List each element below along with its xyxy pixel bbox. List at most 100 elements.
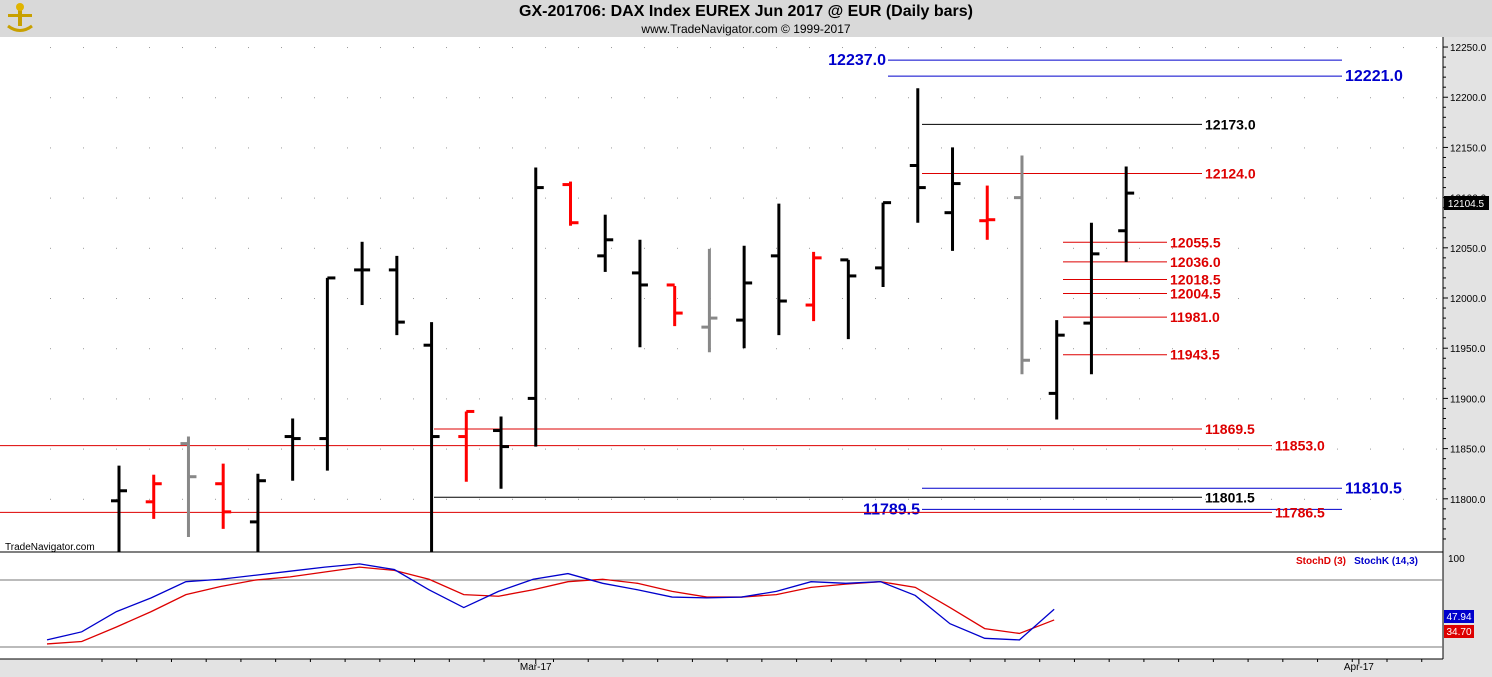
grid-dot (83, 197, 84, 199)
grid-dot (479, 47, 480, 49)
level-label: 11789.5 (863, 501, 920, 518)
grid-dot (611, 348, 612, 350)
grid-dot (941, 47, 942, 49)
grid-dot (149, 147, 150, 149)
grid-dot (578, 247, 579, 249)
level-label: 12036.0 (1170, 254, 1221, 270)
grid-dot (215, 498, 216, 500)
grid-dot (578, 448, 579, 450)
grid-dot (281, 398, 282, 400)
level-label: 12004.5 (1170, 285, 1221, 301)
level-label: 11853.0 (1275, 438, 1325, 454)
grid-dot (446, 498, 447, 500)
grid-dot (347, 348, 348, 350)
grid-dot (347, 197, 348, 199)
grid-dot (941, 197, 942, 199)
grid-dot (512, 298, 513, 300)
grid-dot (380, 97, 381, 99)
grid-dot (479, 97, 480, 99)
grid-dot (50, 197, 51, 199)
ohlc-bar (1013, 155, 1030, 375)
ohlc-bars (111, 88, 1135, 552)
grid-dot (1271, 398, 1272, 400)
grid-dot (512, 448, 513, 450)
grid-dot (380, 147, 381, 149)
grid-dot (710, 147, 711, 149)
grid-dot (347, 398, 348, 400)
grid-dot (512, 47, 513, 49)
grid-dot (1370, 147, 1371, 149)
grid-dot (1370, 247, 1371, 249)
grid-dot (1370, 97, 1371, 99)
grid-dot (809, 197, 810, 199)
grid-dot (875, 498, 876, 500)
grid-dot (512, 498, 513, 500)
grid-dot (974, 97, 975, 99)
grid-dot (1403, 247, 1404, 249)
grid-dot (1205, 448, 1206, 450)
grid-dot (743, 498, 744, 500)
grid-dot (611, 398, 612, 400)
grid-dot (644, 398, 645, 400)
grid-dot (842, 348, 843, 350)
ohlc-bar (180, 436, 197, 537)
grid-dot (1172, 47, 1173, 49)
grid-dot (1403, 97, 1404, 99)
grid-dot (314, 298, 315, 300)
grid-dot (1436, 298, 1437, 300)
grid-dot (677, 448, 678, 450)
ohlc-bar (1048, 320, 1065, 420)
grid-dot (1172, 147, 1173, 149)
grid-dot (1403, 197, 1404, 199)
grid-dot (1403, 398, 1404, 400)
grid-dot (809, 498, 810, 500)
grid-dot (809, 147, 810, 149)
grid-dot (182, 298, 183, 300)
grid-dot (182, 47, 183, 49)
grid-dot (149, 398, 150, 400)
grid-dot (1073, 97, 1074, 99)
level-label: 11786.5 (1275, 504, 1325, 520)
grid-dot (50, 97, 51, 99)
grid-dot (644, 348, 645, 350)
ohlc-bar (354, 241, 371, 306)
grid-dot (479, 348, 480, 350)
grid-dot (1337, 47, 1338, 49)
grid-dot (974, 147, 975, 149)
grid-dot (1238, 97, 1239, 99)
grid-dot (611, 147, 612, 149)
grid-dot (941, 448, 942, 450)
grid-dot (677, 97, 678, 99)
chart-title: GX-201706: DAX Index EUREX Jun 2017 @ EU… (519, 3, 973, 20)
grid-dot (743, 398, 744, 400)
grid-dot (875, 348, 876, 350)
grid-dot (545, 197, 546, 199)
grid-dot (149, 448, 150, 450)
grid-dot (1205, 247, 1206, 249)
dot-grid (50, 47, 1437, 500)
grid-dot (446, 348, 447, 350)
grid-dot (908, 298, 909, 300)
plot-background (0, 37, 1443, 659)
grid-dot (1172, 448, 1173, 450)
grid-dot (545, 47, 546, 49)
grid-dot (149, 97, 150, 99)
grid-dot (1403, 348, 1404, 350)
grid-dot (1271, 448, 1272, 450)
grid-dot (1139, 147, 1140, 149)
grid-dot (1370, 298, 1371, 300)
grid-dot (446, 147, 447, 149)
grid-dot (1106, 498, 1107, 500)
grid-dot (50, 498, 51, 500)
grid-dot (908, 448, 909, 450)
grid-dot (380, 448, 381, 450)
grid-dot (578, 147, 579, 149)
ohlc-bar (145, 474, 162, 519)
price-tick-label: 12150.0 (1450, 143, 1487, 154)
grid-dot (50, 147, 51, 149)
grid-dot (413, 348, 414, 350)
grid-dot (413, 147, 414, 149)
grid-dot (1304, 197, 1305, 199)
grid-dot (611, 498, 612, 500)
grid-dot (1304, 97, 1305, 99)
